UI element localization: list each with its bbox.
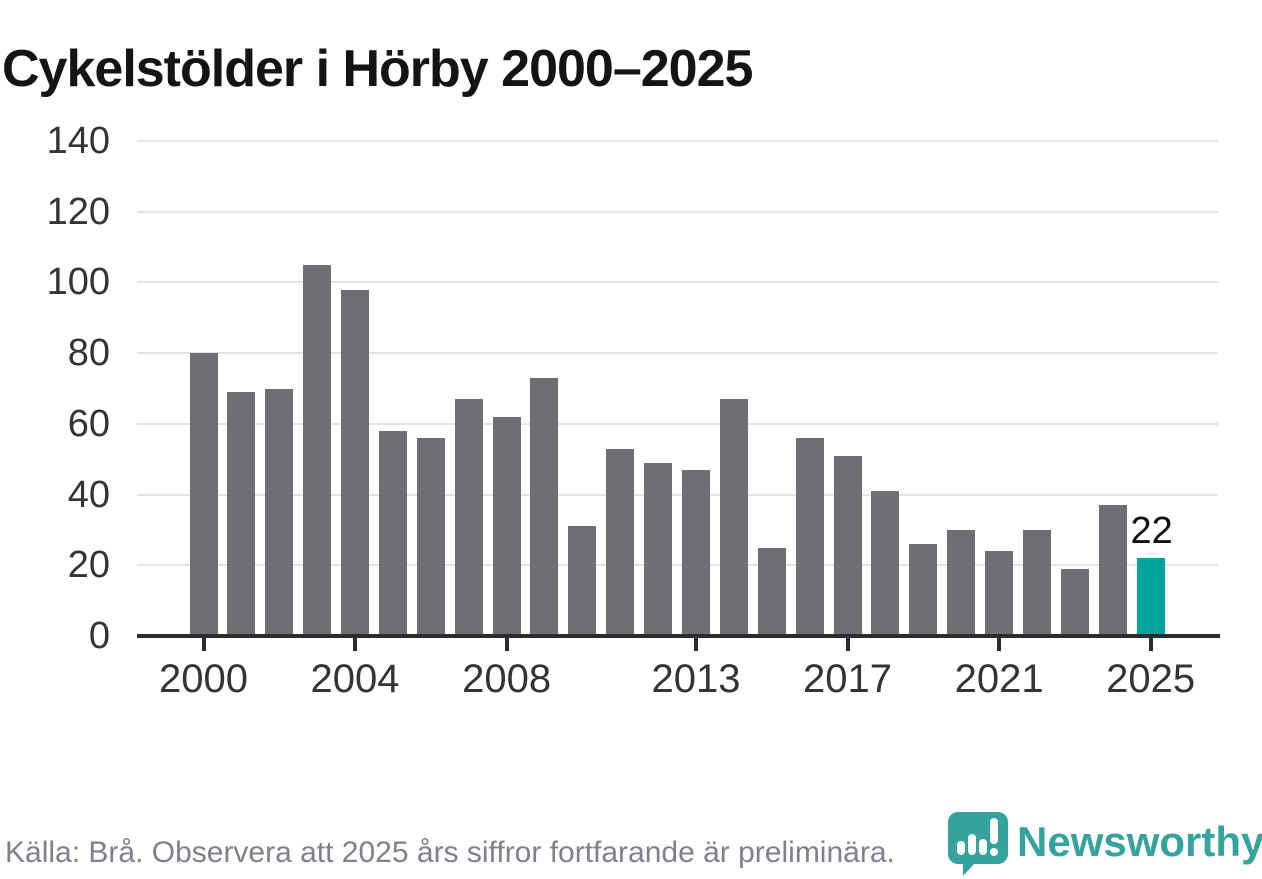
gridline-40 — [137, 493, 1218, 496]
y-axis-label-40: 40 — [67, 473, 110, 516]
bar-2008 — [492, 416, 521, 636]
bar-2017 — [833, 455, 862, 636]
bar-2022 — [1022, 529, 1051, 636]
bar-2019 — [909, 544, 938, 636]
bar-2009 — [530, 377, 559, 636]
bar-2001 — [227, 392, 256, 636]
bar-2013 — [682, 469, 710, 636]
x-tick-2004 — [353, 636, 358, 651]
x-axis-line — [137, 634, 1220, 638]
bar-2003 — [303, 264, 332, 636]
newsworthy-wordmark: Newsworthy — [1017, 818, 1262, 865]
y-axis-label-80: 80 — [67, 332, 110, 375]
x-axis-label-2004: 2004 — [310, 657, 400, 701]
gridline-80 — [137, 352, 1218, 355]
x-axis-label-2008: 2008 — [462, 657, 552, 701]
y-axis-label-20: 20 — [67, 544, 110, 587]
source-note: Källa: Brå. Observera att 2025 års siffr… — [5, 836, 895, 869]
gridline-60 — [137, 422, 1218, 425]
bar-2002 — [265, 388, 294, 636]
x-axis-label-2013: 2013 — [651, 657, 741, 701]
bar-2015 — [757, 547, 786, 636]
x-tick-2021 — [997, 636, 1002, 651]
bar-chart-plot: 0 20 40 60 80 100 120 140 22 2000 2004 2008 2013 2017… — [46, 120, 1220, 701]
bar-2006 — [416, 438, 445, 636]
x-tick-2008 — [504, 636, 509, 651]
y-axis-label-140: 140 — [46, 120, 110, 162]
bar-2025 — [1136, 558, 1165, 636]
bar-2011 — [606, 448, 635, 636]
bar-2012 — [644, 462, 673, 636]
highlight-value-label: 22 — [1130, 510, 1173, 553]
x-tick-2013 — [694, 636, 698, 651]
bar-2024 — [1098, 505, 1127, 636]
x-axis-label-2021: 2021 — [954, 657, 1044, 701]
gridline-120 — [137, 210, 1218, 213]
chart-title: Cykelstölder i Hörby 2000–2025 — [2, 39, 753, 98]
gridline-20 — [137, 564, 1218, 567]
y-axis-label-0: 0 — [88, 615, 110, 657]
x-axis-label-2017: 2017 — [803, 657, 893, 701]
gridline-140 — [137, 140, 1218, 142]
gridline-100 — [137, 281, 1218, 284]
newsworthy-logo-icon — [948, 812, 1008, 876]
y-axis-label-100: 100 — [46, 261, 110, 304]
bar-2016 — [795, 438, 824, 636]
bar-2000 — [189, 353, 218, 636]
x-tick-2017 — [845, 636, 850, 651]
bar-2023 — [1060, 568, 1089, 636]
bar-2021 — [985, 551, 1014, 636]
bar-2004 — [341, 289, 370, 636]
bar-2018 — [871, 491, 900, 636]
bar-2020 — [947, 529, 976, 636]
y-axis-label-60: 60 — [67, 402, 110, 445]
bar-2007 — [454, 399, 483, 636]
bar-2014 — [719, 399, 748, 636]
x-tick-2000 — [201, 636, 206, 651]
x-axis-label-2000: 2000 — [159, 657, 248, 701]
y-axis-label-120: 120 — [46, 190, 110, 233]
bar-2010 — [568, 526, 597, 636]
bar-2005 — [378, 430, 407, 636]
x-tick-2025 — [1148, 636, 1153, 651]
x-axis-label-2025: 2025 — [1106, 657, 1196, 701]
